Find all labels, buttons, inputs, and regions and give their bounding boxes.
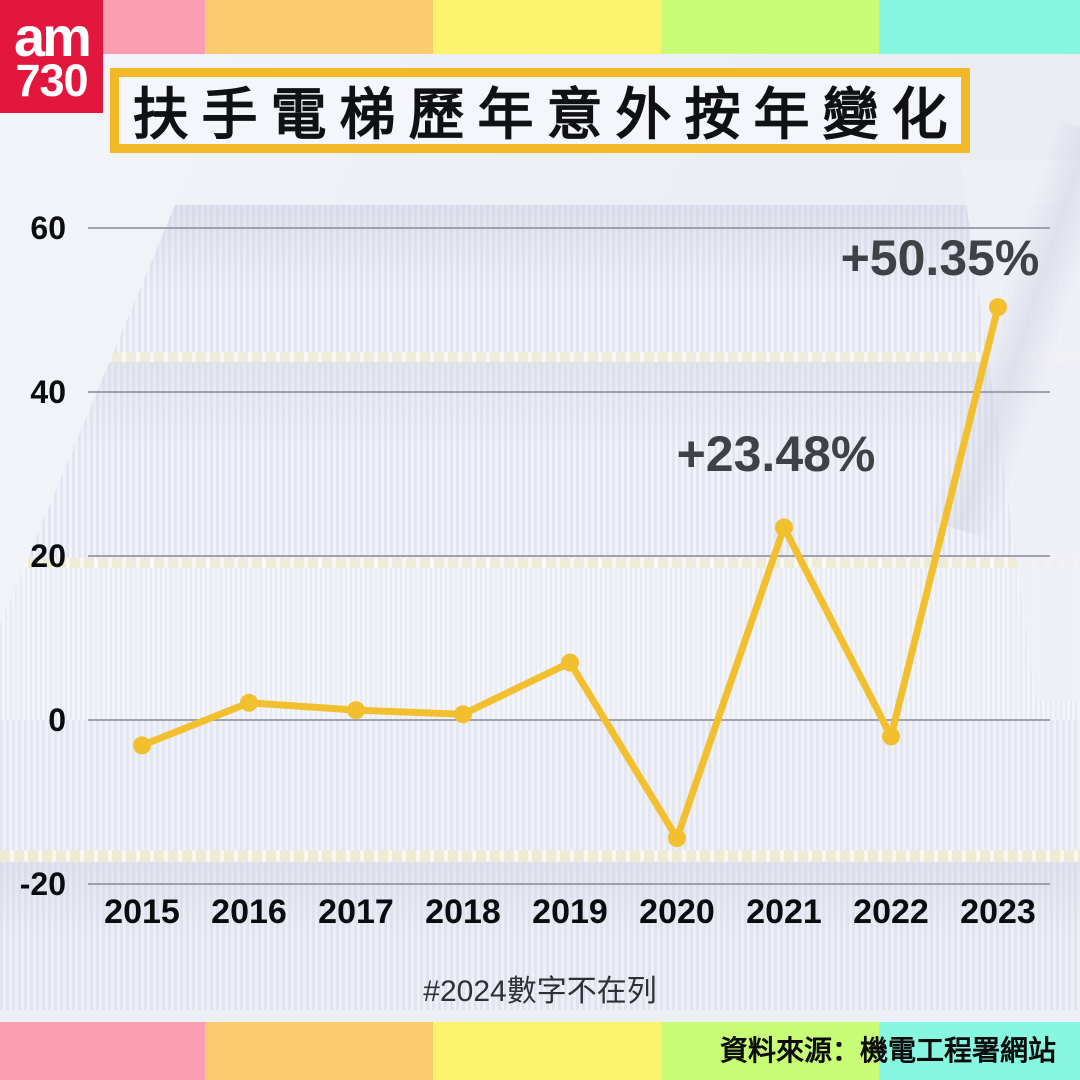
x-axis-tick-label: 2015 [104, 893, 180, 931]
page-title: 扶手電梯歷年意外按年變化 [132, 83, 961, 146]
color-stripe [879, 1022, 1080, 1080]
escalator-step-edge [0, 850, 1080, 862]
logo-text-730: 730 [15, 55, 88, 107]
color-stripe [661, 0, 879, 54]
source-credit: 資料來源：機電工程署網站 [719, 1035, 1056, 1066]
am730-logo: am 730 [0, 0, 103, 113]
color-stripe [0, 1022, 205, 1080]
x-axis-tick-label: 2016 [211, 893, 287, 931]
y-axis-tick-label: -20 [19, 866, 66, 902]
x-axis-tick-label: 2019 [532, 893, 608, 931]
y-axis-tick-label: 40 [30, 374, 66, 410]
color-stripe [205, 1022, 433, 1080]
y-axis-tick-label: 0 [48, 702, 66, 738]
color-stripe [661, 1022, 879, 1080]
color-stripe [205, 0, 433, 54]
footnote: #2024數字不在列 [423, 975, 657, 1008]
x-axis-tick-label: 2021 [746, 893, 822, 931]
data-label: +50.35% [840, 230, 1040, 287]
color-stripe [879, 0, 1080, 54]
escalator-step-face [0, 862, 1080, 1010]
bottom-color-bar [0, 1022, 1080, 1080]
logo-text-am: am [14, 5, 92, 69]
x-axis-tick-label: 2022 [853, 893, 929, 931]
title-banner: 扶手電梯歷年意外按年變化 [110, 68, 970, 153]
y-axis-tick-label: 60 [30, 210, 66, 246]
x-axis-tick-label: 2018 [425, 893, 501, 931]
data-label: +23.48% [676, 426, 876, 483]
x-axis-tick-label: 2023 [960, 893, 1036, 931]
color-stripe [433, 1022, 661, 1080]
y-axis-tick-label: 20 [30, 538, 66, 574]
color-stripe [433, 0, 661, 54]
x-axis-tick-label: 2017 [318, 893, 394, 931]
x-axis-tick-label: 2020 [639, 893, 715, 931]
top-color-bar [0, 0, 1080, 54]
